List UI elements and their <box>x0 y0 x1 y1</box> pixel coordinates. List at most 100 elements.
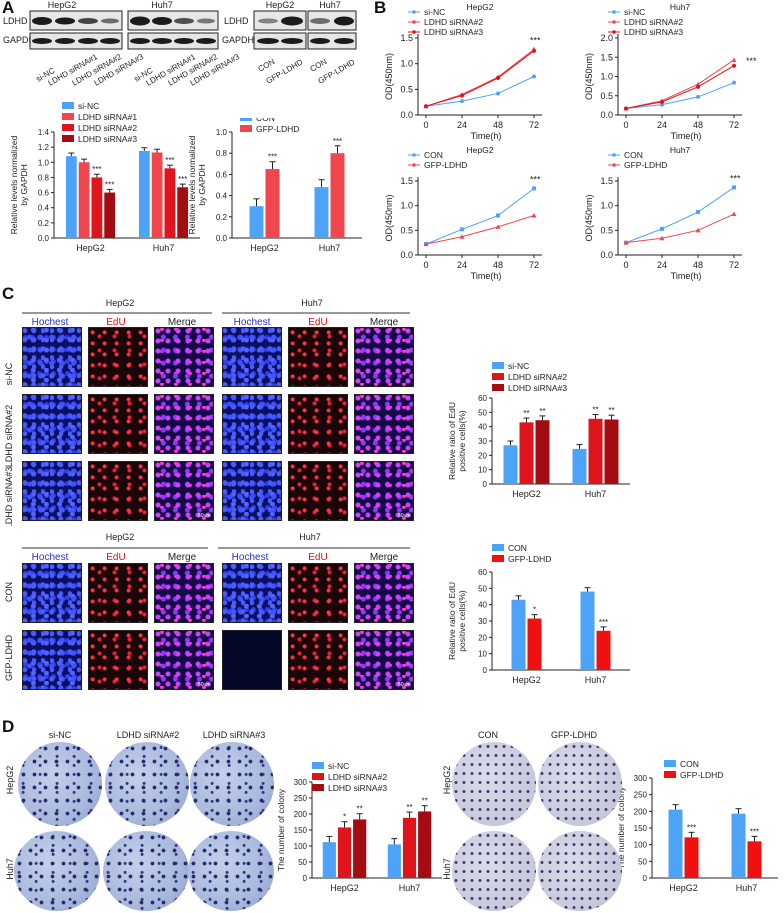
data-point <box>532 48 536 53</box>
y-tick-label: 1.0 <box>600 72 613 82</box>
x-tick-label: 24 <box>657 260 667 270</box>
fluor-tile <box>288 394 348 454</box>
y-axis-label: Relative levels normalized <box>188 135 197 234</box>
chart-b-hepg2-overexpression: HepG2 0.0 0.5 1.0 1.5 0 24 48 72 Time(h) OD(450nm)… <box>384 145 542 281</box>
y-tick-label: 0.5 <box>600 91 613 101</box>
y-tick-label: 0.0 <box>38 234 50 243</box>
y-tick-label: 0.8 <box>38 173 50 182</box>
y-axis-label: The number of colony <box>616 786 626 869</box>
legend-label: GFP-LDHD <box>624 160 667 170</box>
blot-right-huh7-gapdh <box>307 32 357 50</box>
bar <box>249 206 264 238</box>
blot-right-lane-3: CON <box>309 57 329 74</box>
series-line <box>425 188 535 245</box>
y-tick-label: 1.0 <box>600 201 613 211</box>
edu-row-con: CON <box>4 582 14 602</box>
legend-swatch <box>492 544 504 551</box>
y-tick-label: 0.6 <box>216 170 228 179</box>
x-tick-label: 72 <box>529 120 539 130</box>
legend-label: LDHD siRNA#2 <box>78 123 137 133</box>
x-tick-label: HepG2 <box>250 243 279 253</box>
colony-dish <box>452 742 536 826</box>
y-tick-label: 1.0 <box>400 201 413 211</box>
bar <box>535 420 550 484</box>
y-tick-label: 250 <box>294 794 308 803</box>
data-point <box>731 211 737 217</box>
y-axis-label: positive cells(%) <box>457 590 467 652</box>
data-point <box>695 81 701 87</box>
edu-bottom-headers: HepG2 Huh7 Hochest EdU Merge Hochest EdU… <box>22 532 410 562</box>
x-tick-label: 72 <box>729 260 739 270</box>
bar <box>527 618 542 670</box>
x-tick-label: Huh7 <box>399 883 421 893</box>
x-tick-label: HepG2 <box>669 883 698 893</box>
chart-title: Huh7 <box>670 2 691 12</box>
significance-label: ** <box>357 805 363 814</box>
colony-col-con: CON <box>478 730 498 740</box>
y-axis-label: Relative ratio of EdU <box>447 582 457 660</box>
legend-label: si-NC <box>508 361 529 371</box>
bar <box>65 156 77 238</box>
colony-col-sirna2: LDHD siRNA#2 <box>117 730 180 740</box>
x-axis-label: Time(h) <box>471 271 502 281</box>
legend-marker <box>412 153 416 157</box>
y-tick-label: 0.5 <box>400 84 413 94</box>
fluor-tile <box>354 630 414 690</box>
bar <box>588 418 603 484</box>
x-tick-label: 24 <box>657 120 667 130</box>
y-tick-label: 100 <box>634 841 648 850</box>
fluor-tile <box>88 394 148 454</box>
data-point <box>696 210 700 215</box>
legend-marker <box>612 30 616 34</box>
chart-d-knockdown: 0 50 100 150 200 250 300 The number of colony He… <box>276 761 442 893</box>
legend-label: LDHD siRNA#2 <box>508 372 567 382</box>
edu-bottom-label-edu-2: EdU <box>308 552 327 562</box>
legend-label: LDHD siRNA#2 <box>328 772 387 782</box>
panel-label-c: C <box>2 284 15 303</box>
colony-dish <box>538 742 622 826</box>
bar <box>265 169 280 238</box>
data-point <box>424 104 428 109</box>
y-tick-label: 0.8 <box>216 149 228 158</box>
legend-label: LDHD siRNA#3 <box>508 383 567 393</box>
significance-label: ** <box>422 797 428 806</box>
legend-label: LDHD siRNA#3 <box>424 27 483 37</box>
blot-right-lane-labels: CON GFP-LDHD CON GFP-LDHD <box>257 57 357 86</box>
x-tick-label: 48 <box>493 120 503 130</box>
blot-left-row-gapdh: GAPDH <box>3 35 35 45</box>
edu-row-sirna3: LDHD siRNA#3 <box>4 467 14 526</box>
significance-label: ** <box>523 409 529 418</box>
chart-b-huh7-knockdown: Huh7 0.0 0.5 1.0 1.5 2.0 0 24 48 72 Time(h) OD(450n… <box>584 2 757 141</box>
y-tick-label: 0.4 <box>216 192 228 201</box>
series-line <box>425 215 535 245</box>
legend-marker <box>412 30 416 34</box>
legend-swatch <box>492 373 504 380</box>
y-tick-label: 50 <box>638 857 647 866</box>
legend-swatch <box>62 113 74 120</box>
blot-right-lane-1: CON <box>257 57 277 74</box>
chart-b-hepg2-knockdown: HepG2 0.0 0.5 1.0 1.5 0 24 48 72 Time(h) OD(450nm)… <box>384 2 542 141</box>
fluor-tile <box>88 563 148 623</box>
significance-label: * <box>343 813 346 822</box>
edu-top-scalebar-2: 50um <box>398 513 411 519</box>
blot-right-cellline-1: HepG2 <box>266 0 295 10</box>
x-tick-label: 48 <box>493 260 503 270</box>
blot-right-bands <box>257 16 354 44</box>
bar <box>353 819 367 878</box>
edu-top-label-merge-1: Merge <box>168 317 197 326</box>
y-tick-label: 30 <box>478 437 487 446</box>
edu-top-headers: HepG2 Huh7 Hochest EdU Merge Hochest EdU… <box>22 298 410 326</box>
y-tick-label: 150 <box>294 826 308 835</box>
bar <box>330 153 345 238</box>
legend-swatch <box>312 773 324 780</box>
significance-label: *** <box>105 180 114 189</box>
series-line <box>625 65 735 109</box>
edu-bottom-label-edu-1: EdU <box>106 552 125 562</box>
y-tick-label: 20 <box>478 451 487 460</box>
data-point <box>731 57 737 62</box>
y-tick-label: 1.4 <box>38 128 50 137</box>
colony-dish <box>14 831 100 911</box>
significance-label: *** <box>165 156 174 165</box>
bar <box>151 152 163 238</box>
series-line <box>425 76 535 107</box>
